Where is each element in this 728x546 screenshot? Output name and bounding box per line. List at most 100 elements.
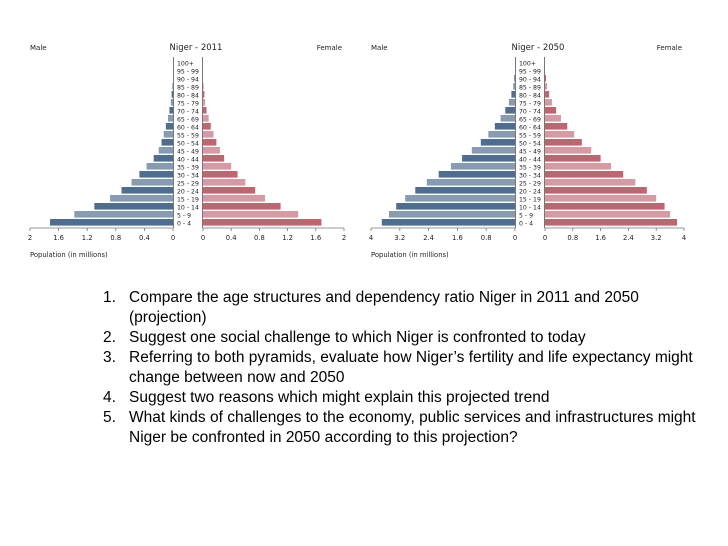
female-bar [545, 75, 547, 82]
male-bar [511, 91, 515, 98]
female-bar [203, 83, 204, 90]
x-axis-label: Population (in millions) [30, 251, 108, 259]
age-group-label: 15 - 19 [177, 196, 199, 203]
male-bar [161, 139, 173, 146]
female-label: Female [657, 44, 682, 52]
age-group-label: 20 - 24 [519, 188, 541, 195]
x-tick-label: 0.4 [139, 234, 150, 242]
male-bar [462, 155, 515, 162]
age-group-label: 60 - 64 [519, 124, 541, 131]
age-group-label: 80 - 84 [177, 92, 199, 99]
age-group-label: 40 - 44 [177, 156, 199, 163]
female-bar [203, 163, 232, 170]
chart-title: Niger - 2050 [512, 43, 565, 53]
question-text: Suggest two reasons which might explain … [129, 389, 550, 406]
x-tick-label: 0.8 [481, 234, 492, 242]
female-bar [545, 171, 624, 178]
question-text: Suggest one social challenge to which Ni… [129, 329, 586, 346]
female-bar [545, 99, 552, 106]
age-group-label: 0 - 4 [177, 220, 191, 227]
male-bar [139, 171, 173, 178]
male-bar [169, 107, 173, 114]
x-tick-label: 2.4 [423, 234, 434, 242]
age-group-label: 70 - 74 [519, 108, 541, 115]
age-group-label: 65 - 69 [519, 116, 541, 123]
age-group-label: 70 - 74 [177, 108, 199, 115]
x-tick-label: 0.8 [254, 234, 265, 242]
x-tick-label: 0 [201, 234, 205, 242]
age-group-label: 30 - 34 [177, 172, 199, 179]
male-bar [381, 219, 515, 226]
male-bar [438, 171, 515, 178]
male-bar [494, 123, 515, 130]
age-group-label: 65 - 69 [177, 116, 199, 123]
female-bar [545, 107, 557, 114]
male-bar [167, 115, 173, 122]
x-tick-label: 1.2 [282, 234, 293, 242]
male-bar [131, 179, 173, 186]
age-group-label: 35 - 39 [519, 164, 541, 171]
male-label: Male [30, 44, 47, 52]
female-bar [545, 123, 568, 130]
question-text: Compare the age structures and dependenc… [129, 289, 639, 326]
female-bar [203, 171, 238, 178]
age-group-label: 25 - 29 [519, 180, 541, 187]
age-group-label: 55 - 59 [177, 132, 199, 139]
age-group-label: 10 - 14 [519, 204, 541, 211]
male-bar [514, 75, 515, 82]
age-group-label: 45 - 49 [177, 148, 199, 155]
age-group-label: 10 - 14 [177, 204, 199, 211]
question-item: 4. Suggest two reasons which might expla… [103, 388, 703, 408]
x-tick-label: 0.4 [226, 234, 237, 242]
age-group-label: 40 - 44 [519, 156, 541, 163]
female-bar [545, 115, 561, 122]
x-tick-label: 1.6 [310, 234, 321, 242]
question-text: Referring to both pyramids, evaluate how… [129, 349, 693, 386]
male-bar [396, 203, 515, 210]
male-bar [513, 83, 515, 90]
female-bar [203, 187, 256, 194]
female-bar [203, 123, 211, 130]
question-number: 5. [103, 409, 116, 426]
question-text: What kinds of challenges to the economy,… [129, 409, 696, 446]
age-group-label: 60 - 64 [177, 124, 199, 131]
male-bar [508, 99, 515, 106]
male-bar [121, 187, 173, 194]
age-group-label: 95 - 99 [519, 68, 541, 75]
x-tick-label: 0.8 [110, 234, 121, 242]
male-bar [405, 195, 515, 202]
x-tick-label: 4 [682, 234, 686, 242]
female-bar [545, 187, 647, 194]
male-bar [163, 131, 173, 138]
female-bar [545, 147, 592, 154]
age-group-label: 90 - 94 [177, 76, 199, 83]
male-bar [50, 219, 173, 226]
male-bar [158, 147, 173, 154]
female-bar [545, 203, 665, 210]
x-tick-label: 2.4 [623, 234, 634, 242]
female-bar [203, 99, 206, 106]
male-bar [500, 115, 515, 122]
female-bar [203, 115, 209, 122]
male-bar [153, 155, 173, 162]
male-bar [165, 123, 173, 130]
age-group-label: 5 - 9 [177, 212, 191, 219]
x-tick-label: 0 [171, 234, 175, 242]
male-bar [110, 195, 173, 202]
female-bar [545, 195, 657, 202]
male-bar [389, 211, 515, 218]
age-group-label: 35 - 39 [177, 164, 199, 171]
question-number: 1. [103, 289, 116, 306]
male-bar [415, 187, 515, 194]
question-number: 2. [103, 329, 116, 346]
female-bar [545, 219, 678, 226]
age-group-label: 75 - 79 [519, 100, 541, 107]
x-tick-label: 3.2 [651, 234, 662, 242]
age-group-label: 75 - 79 [177, 100, 199, 107]
age-group-label: 25 - 29 [177, 180, 199, 187]
male-bar [488, 131, 515, 138]
male-bar [172, 83, 173, 90]
female-bar [203, 131, 214, 138]
x-tick-label: 0 [543, 234, 547, 242]
